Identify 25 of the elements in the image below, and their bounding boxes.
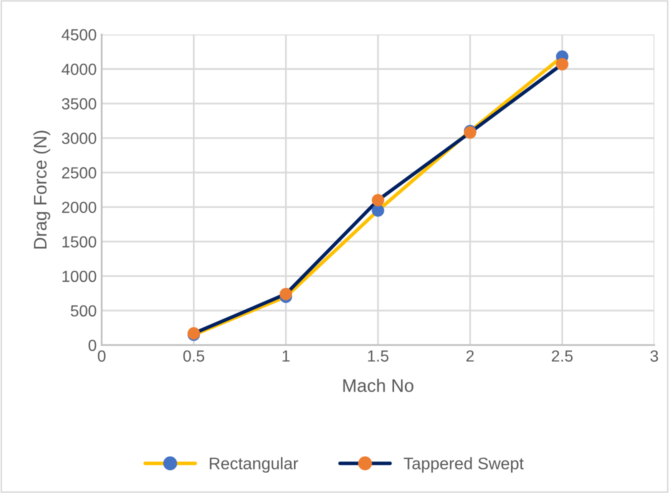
y-tick-label: 3000: [62, 132, 96, 144]
point: [556, 58, 568, 70]
x-tick-label: 3: [650, 350, 658, 362]
y-tick-label: 4500: [62, 29, 96, 40]
y-tick-label: 0: [88, 340, 96, 352]
x-tick-label: 1: [282, 350, 290, 362]
y-tick-label: 1500: [62, 236, 96, 248]
legend-label: Tappered Swept: [404, 457, 524, 473]
point: [372, 204, 384, 217]
x-tick-label: 2: [466, 350, 474, 362]
y-tick-label: 2500: [62, 167, 96, 178]
x-axis-title: Mach No: [343, 378, 414, 392]
y-tick-label: 2000: [62, 202, 96, 214]
y-tick-label: 3500: [62, 98, 96, 110]
x-tick-label: 2.5: [552, 350, 573, 362]
x-tick-label: 1.5: [368, 350, 388, 362]
legend-label: Rectangular: [210, 457, 298, 473]
y-tick-label: 1000: [62, 270, 96, 282]
y-tick-label: 500: [70, 305, 96, 317]
y-tick-label: 4000: [62, 64, 96, 75]
x-tick-label: 0: [98, 350, 106, 362]
point: [372, 194, 384, 206]
y-axis-title: Drag Force (N): [33, 130, 50, 249]
x-tick-label: 0.5: [183, 350, 204, 362]
point: [280, 288, 292, 300]
